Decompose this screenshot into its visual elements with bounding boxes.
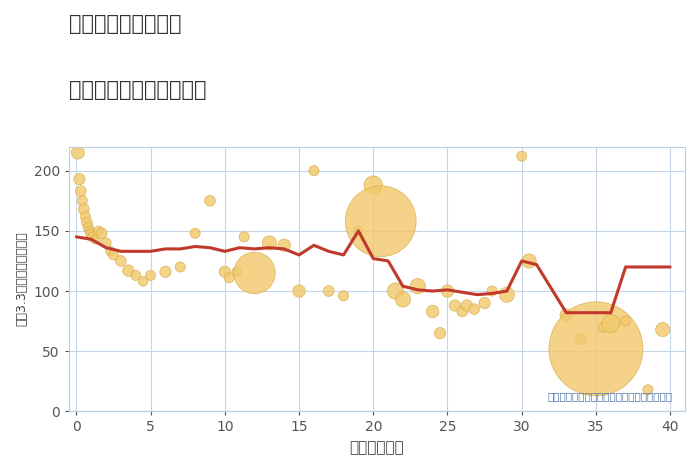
Point bbox=[145, 272, 156, 279]
Point bbox=[74, 175, 85, 183]
Point bbox=[427, 308, 438, 315]
Point bbox=[338, 292, 349, 299]
Text: 円の大きさは、取引のあった物件面積を示す: 円の大きさは、取引のあった物件面積を示す bbox=[547, 391, 673, 401]
Point bbox=[116, 257, 127, 265]
Point bbox=[516, 152, 527, 160]
Point bbox=[449, 302, 461, 309]
Point bbox=[190, 229, 201, 237]
Point bbox=[308, 167, 319, 174]
Point bbox=[101, 239, 112, 247]
Point bbox=[239, 233, 250, 241]
Point bbox=[83, 224, 94, 231]
Text: 東京都葛飾区小菅の: 東京都葛飾区小菅の bbox=[69, 14, 181, 34]
Point bbox=[524, 257, 535, 265]
Point bbox=[561, 311, 572, 319]
Point bbox=[479, 299, 490, 307]
Point bbox=[501, 291, 512, 298]
Point bbox=[85, 231, 97, 238]
Point bbox=[398, 296, 409, 303]
Point bbox=[598, 323, 609, 331]
Point bbox=[90, 235, 101, 243]
Point bbox=[84, 227, 95, 235]
Point bbox=[175, 263, 186, 271]
Point bbox=[77, 197, 88, 204]
Point bbox=[93, 227, 104, 235]
Point bbox=[575, 336, 587, 343]
Point bbox=[353, 227, 364, 235]
Point bbox=[293, 287, 304, 295]
Point bbox=[96, 229, 107, 237]
Point bbox=[81, 219, 92, 226]
Point bbox=[160, 268, 171, 275]
Point bbox=[657, 326, 668, 333]
Point bbox=[75, 188, 86, 195]
Point bbox=[78, 205, 90, 213]
Point bbox=[80, 212, 91, 220]
Point bbox=[643, 386, 654, 393]
Point bbox=[87, 233, 98, 241]
X-axis label: 築年数（年）: 築年数（年） bbox=[349, 440, 405, 455]
Point bbox=[204, 197, 216, 204]
Point bbox=[323, 287, 335, 295]
Point bbox=[264, 239, 275, 247]
Point bbox=[442, 287, 453, 295]
Point bbox=[461, 302, 472, 309]
Point bbox=[219, 268, 230, 275]
Point bbox=[130, 272, 141, 279]
Point bbox=[138, 278, 149, 285]
Text: 築年数別中古戸建て価格: 築年数別中古戸建て価格 bbox=[69, 80, 206, 100]
Point bbox=[468, 306, 480, 313]
Point bbox=[231, 268, 242, 275]
Point bbox=[375, 218, 386, 225]
Point bbox=[249, 269, 260, 277]
Point bbox=[224, 274, 235, 282]
Point bbox=[456, 308, 468, 315]
Point bbox=[368, 181, 379, 189]
Point bbox=[105, 248, 116, 255]
Point bbox=[390, 287, 401, 295]
Y-axis label: 坪（3.3㎡）単価（万円）: 坪（3.3㎡）単価（万円） bbox=[15, 232, 28, 326]
Point bbox=[122, 267, 134, 274]
Point bbox=[435, 329, 446, 337]
Point bbox=[279, 242, 290, 249]
Point bbox=[590, 345, 601, 352]
Point bbox=[486, 287, 498, 295]
Point bbox=[108, 251, 119, 258]
Point bbox=[412, 282, 423, 290]
Point bbox=[606, 320, 617, 327]
Point bbox=[72, 149, 83, 157]
Point bbox=[620, 317, 631, 325]
